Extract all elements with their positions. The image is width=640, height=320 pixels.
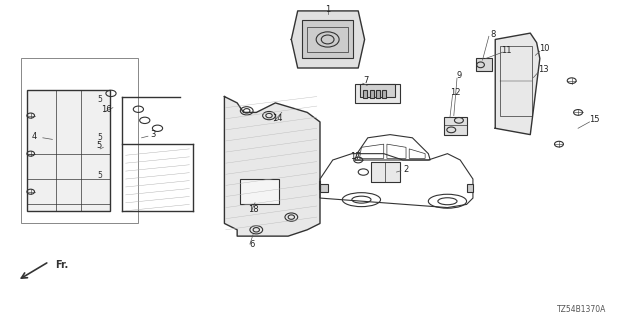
Text: 18: 18 [248,205,259,214]
Text: 5: 5 [98,133,102,142]
Text: 5: 5 [98,172,102,180]
Text: 16: 16 [101,105,112,114]
Text: 4: 4 [32,132,37,141]
Text: 6: 6 [249,240,255,249]
Bar [364,90,367,98]
Bar [444,117,467,135]
Text: 5: 5 [98,95,102,104]
Bar [500,46,532,116]
Text: 1: 1 [325,5,330,14]
Text: 17: 17 [349,152,360,161]
Polygon shape [225,97,320,236]
Text: 10: 10 [539,44,550,53]
Bar [27,90,109,211]
Text: 13: 13 [538,65,548,74]
Text: 11: 11 [502,46,512,55]
Text: 7: 7 [363,76,369,85]
Bar [302,20,353,59]
Text: 8: 8 [491,30,496,39]
Bar [383,90,387,98]
Bar [371,162,399,182]
Bar [476,59,492,71]
Polygon shape [495,33,540,135]
Bar [320,184,328,192]
Text: 14: 14 [272,114,282,123]
Bar [370,90,374,98]
Text: 9: 9 [456,71,461,80]
Text: 15: 15 [589,115,599,124]
Text: 2: 2 [403,165,409,174]
Bar [376,90,380,98]
Text: 12: 12 [450,88,460,97]
Polygon shape [291,11,365,68]
Bar [307,27,348,52]
Text: Fr.: Fr. [56,260,69,270]
Bar [20,59,138,223]
Bar [241,179,278,204]
Text: 3: 3 [150,130,156,139]
Text: 5: 5 [96,141,102,150]
Bar [355,84,399,103]
Bar [360,84,394,97]
Text: TZ54B1370A: TZ54B1370A [557,305,607,314]
Bar [467,184,473,192]
